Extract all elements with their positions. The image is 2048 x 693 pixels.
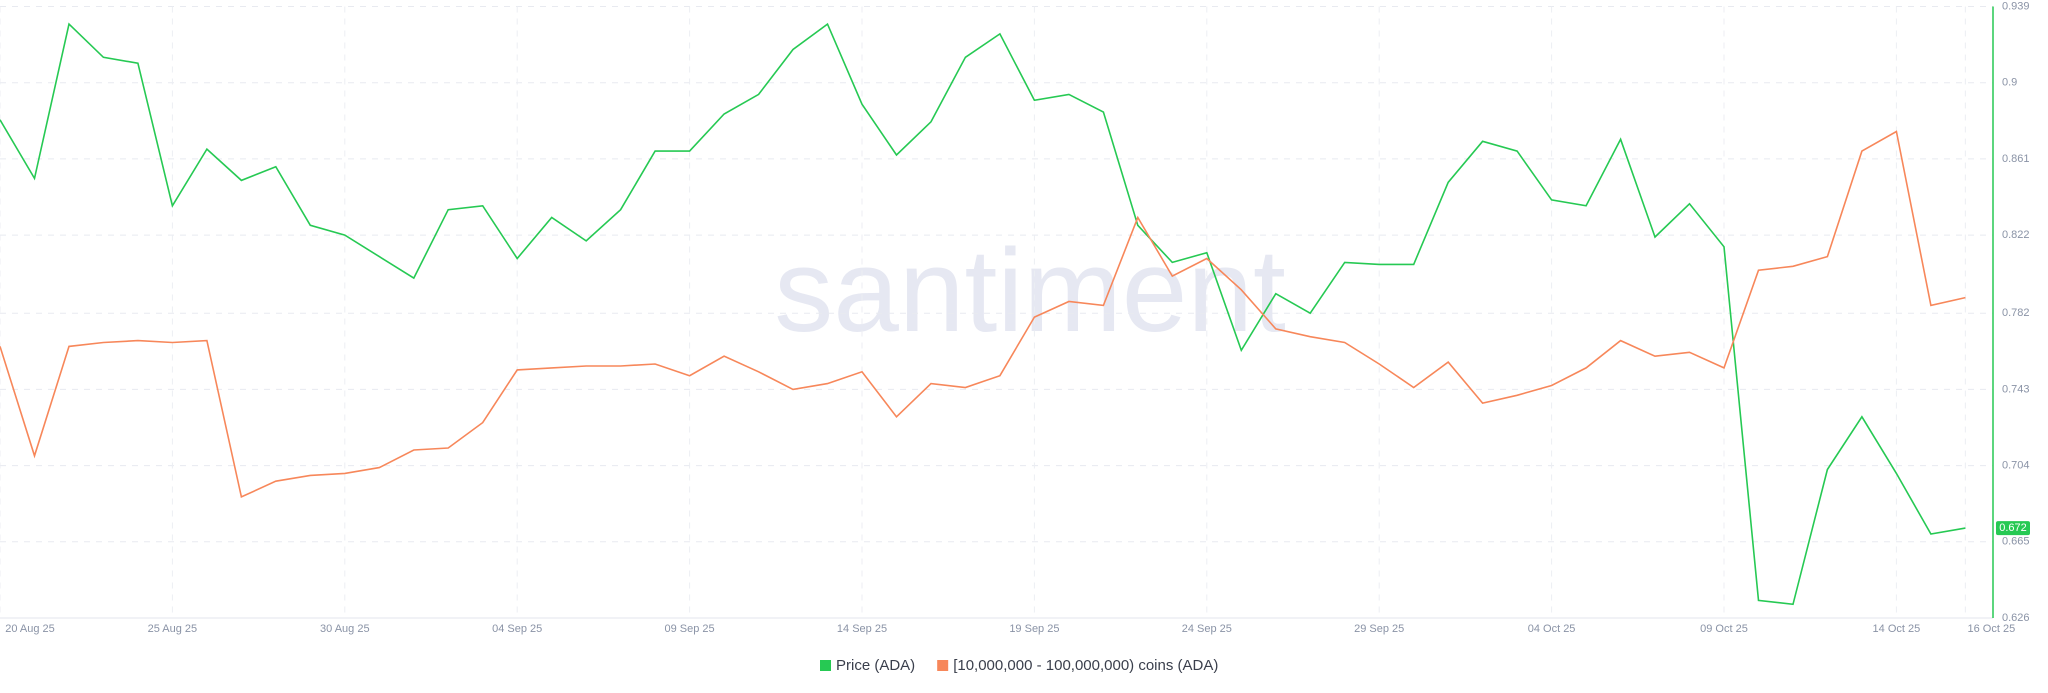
y-tick-label: 0.782 (2002, 307, 2030, 319)
x-tick-label: 16 Oct 25 (1968, 623, 2016, 635)
legend-label: Price (ADA) (836, 657, 915, 674)
y-tick-label: 0.939 (2002, 0, 2030, 12)
legend-swatch (820, 660, 831, 671)
price-badge (1996, 521, 2030, 536)
x-tick-label: 29 Sep 25 (1354, 623, 1404, 635)
y-tick-label: 0.665 (2002, 536, 2030, 548)
legend-swatch (937, 660, 949, 671)
y-tick-label: 0.704 (2002, 460, 2030, 472)
x-tick-label: 20 Aug 25 (5, 623, 55, 635)
y-tick-label: 0.822 (2002, 229, 2030, 241)
x-tick-label: 04 Oct 25 (1528, 623, 1576, 635)
x-tick-label: 25 Aug 25 (148, 623, 198, 635)
x-tick-label: 30 Aug 25 (320, 623, 370, 635)
x-tick-label: 14 Oct 25 (1873, 623, 1921, 635)
y-tick-label: 0.743 (2002, 383, 2030, 395)
x-tick-label: 19 Sep 25 (1009, 623, 1059, 635)
x-tick-label: 04 Sep 25 (492, 623, 542, 635)
price-badge-label: 0.672 (1999, 522, 2027, 534)
watermark: santiment (774, 225, 1286, 357)
x-tick-label: 09 Oct 25 (1700, 623, 1748, 635)
line-series (0, 130, 1966, 499)
legend: Price (ADA) [10,000,000 - 100,000,000) co… (820, 657, 1218, 674)
y-tick-label: 0.9 (2002, 77, 2017, 89)
line-series (0, 22, 1966, 606)
x-tick-label: 09 Sep 25 (665, 623, 715, 635)
x-tick-label: 24 Sep 25 (1182, 623, 1232, 635)
y-tick-label: 0.861 (2002, 153, 2030, 165)
x-tick-label: 14 Sep 25 (837, 623, 887, 635)
y-tick-label: 0.626 (2002, 612, 2030, 624)
legend-label: [10,000,000 - 100,000,000) coins (ADA) (953, 657, 1218, 674)
